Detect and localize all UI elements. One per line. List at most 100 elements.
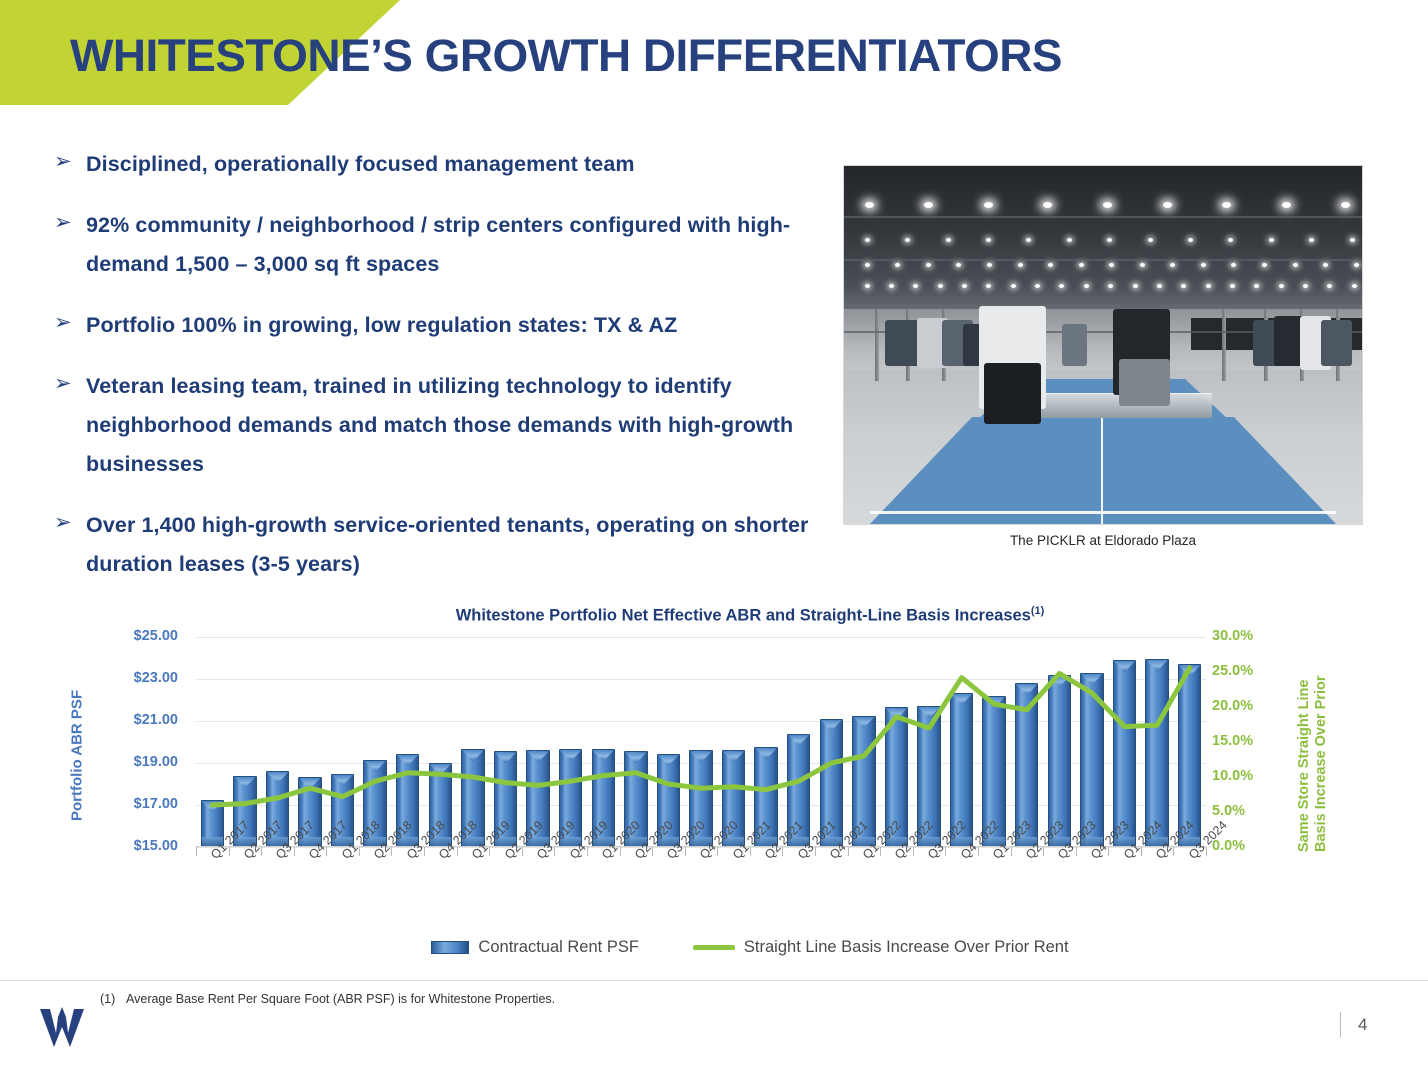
bar	[689, 750, 713, 847]
y-axis-left-tick: $25.00	[133, 628, 178, 644]
photo-ceiling-light	[1078, 262, 1084, 267]
bar	[233, 775, 257, 847]
x-axis-label: Q3 2018	[403, 818, 448, 862]
photo-ceiling-light	[1351, 284, 1357, 289]
photo-court-baseline	[869, 511, 1337, 515]
bullet-text: Disciplined, operationally focused manag…	[86, 152, 635, 176]
photo-ceiling-light	[1026, 237, 1032, 242]
photo-structural-pillar	[875, 309, 880, 381]
y-axis-right-tick: 20.0%	[1212, 698, 1254, 714]
photo-ceiling-light	[1231, 262, 1237, 267]
x-axis-tickmarks	[196, 847, 1207, 856]
bullet-item: ➢ 92% community / neighborhood / strip ce…	[48, 206, 838, 284]
photo-ceiling-light	[864, 284, 870, 289]
bar-slot	[229, 637, 262, 847]
x-tick	[1206, 847, 1207, 856]
x-tick	[391, 847, 393, 856]
bar	[396, 753, 420, 847]
photo-ceiling-light	[1349, 237, 1355, 242]
footnote: (1) Average Base Rent Per Square Foot (AB…	[100, 992, 555, 1006]
photo-ceiling-light	[1222, 201, 1232, 208]
x-axis-label: Q2 2024	[1153, 818, 1197, 862]
x-axis-label: Q4 2023	[1087, 818, 1132, 862]
line-series	[196, 637, 1206, 847]
photo-ceiling-light	[1010, 284, 1016, 289]
photo-court-center-line	[1100, 416, 1103, 524]
plot-area	[196, 637, 1206, 848]
bar-slot	[196, 637, 229, 847]
x-axis-label: Q1 2024	[1120, 818, 1165, 862]
x-axis-label: Q1 2023	[990, 818, 1035, 862]
bar-slot	[391, 637, 424, 847]
x-tick	[358, 847, 360, 856]
photo-ceiling-light	[945, 237, 951, 242]
x-axis-label: Q3 2019	[534, 818, 578, 862]
footnote-text: Average Base Rent Per Square Foot (ABR P…	[126, 992, 556, 1006]
photo-ceiling-light	[1108, 284, 1114, 289]
gridline	[196, 637, 1206, 638]
x-axis-label: Q2 2020	[631, 818, 676, 862]
photo-ceiling-light	[1059, 284, 1065, 289]
photo-ceiling-light	[864, 201, 874, 208]
y-axis-left-title: Portfolio ABR PSF	[68, 689, 86, 821]
photo-ceiling-light	[925, 262, 931, 267]
x-tick	[261, 847, 263, 856]
page-title: WHITESTONE’S GROWTH DIFFERENTIATORS	[70, 30, 1062, 81]
bullet-arrow-icon: ➢	[54, 211, 72, 234]
photo-ceiling-truss	[844, 259, 1362, 262]
x-axis-label: Q3 2024	[1185, 818, 1230, 862]
x-axis-label: Q2 2022	[892, 818, 937, 862]
x-axis-label: Q3 2023	[1055, 818, 1100, 862]
bullet-item: ➢ Over 1,400 high-growth service-oriented…	[48, 506, 838, 584]
x-tick	[782, 847, 784, 856]
photo-player	[1118, 359, 1171, 406]
x-tick	[652, 847, 654, 856]
bullet-arrow-icon: ➢	[54, 311, 72, 334]
bar	[200, 799, 225, 847]
photo-ceiling	[844, 166, 1362, 317]
photo-ceiling-light	[905, 237, 911, 242]
photo-ceiling-light	[1281, 201, 1291, 208]
photo-ceiling-truss	[844, 330, 1362, 333]
photo-ceiling-light	[1292, 262, 1298, 267]
bullet-text: Portfolio 100% in growing, low regulatio…	[86, 313, 678, 337]
y-axis-right-title: Same Store Straight Line Basis Increase …	[1296, 622, 1342, 852]
photo-ceiling-light	[1205, 284, 1211, 289]
y-axis-right-tick: 25.0%	[1212, 663, 1254, 679]
photo-player	[1320, 319, 1352, 367]
y-axis-left-tick: $19.00	[133, 754, 178, 770]
x-tick	[1075, 847, 1077, 856]
legend-bar-swatch-icon	[431, 941, 470, 954]
slide-header: WHITESTONE’S GROWTH DIFFERENTIATORS	[0, 0, 1428, 118]
x-axis-label: Q1 2021	[729, 818, 774, 862]
x-tick	[326, 847, 328, 856]
y-axis-right-title-line2: Basis Increase Over Prior	[1313, 675, 1329, 852]
photo-ceiling-light	[1323, 262, 1329, 267]
photo-ceiling-light	[1327, 284, 1333, 289]
photo-ceiling-light	[962, 284, 968, 289]
footnote-number: (1)	[100, 992, 116, 1006]
photo-ceiling-light	[1017, 262, 1023, 267]
gridline	[196, 847, 1206, 848]
chart-title-text: Whitestone Portfolio Net Effective ABR a…	[455, 606, 1031, 625]
photo-ceiling-light	[924, 201, 934, 208]
x-tick	[619, 847, 621, 856]
photo-ceiling-light	[1229, 284, 1235, 289]
x-axis-line	[196, 846, 1206, 847]
gridline	[196, 721, 1206, 722]
x-axis-label: Q1 2018	[338, 818, 383, 862]
photo-ceiling-light	[1278, 284, 1284, 289]
photo-ceiling-light	[1353, 262, 1359, 267]
y-axis-left-tick: $17.00	[133, 796, 178, 812]
bullet-item: ➢ Veteran leasing team, trained in utiliz…	[48, 367, 838, 484]
photo-ceiling-light	[1200, 262, 1206, 267]
x-tick	[977, 847, 979, 856]
x-axis-label: Q2 2018	[371, 818, 416, 862]
photo-ceiling-light	[1103, 201, 1112, 208]
photo-ceiling-light	[1066, 237, 1072, 242]
bar	[1177, 664, 1202, 847]
y-axis-right-tick: 10.0%	[1212, 768, 1254, 784]
bullet-item: ➢ Disciplined, operationally focused mana…	[48, 145, 838, 184]
photo-ceiling-light	[1083, 284, 1089, 289]
